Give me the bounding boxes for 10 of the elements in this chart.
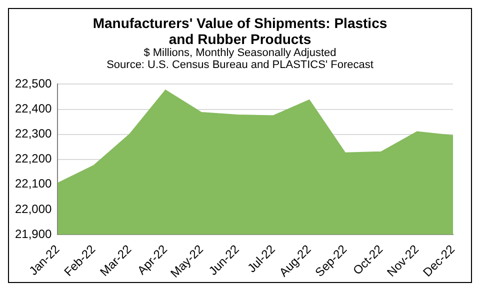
y-tick-label: 22,400 [15, 102, 52, 116]
chart-title: Manufacturers' Value of Shipments: Plastics and Rubber Products [92, 14, 388, 47]
y-tick-label: 22,500 [15, 76, 52, 91]
y-tick-label: 22,000 [15, 202, 52, 216]
y-tick-label: 22,300 [15, 126, 52, 141]
y-tick-label: 22,100 [15, 176, 52, 191]
y-tick-label: 22,200 [15, 152, 52, 166]
chart-subtitle: $ Millions, Monthly Seasonally Adjusted [142, 47, 338, 59]
source-note: Source: U.S. Census Bureau and PLASTICS' Forecast [106, 59, 374, 71]
y-tick-label: 21,900 [15, 226, 52, 241]
